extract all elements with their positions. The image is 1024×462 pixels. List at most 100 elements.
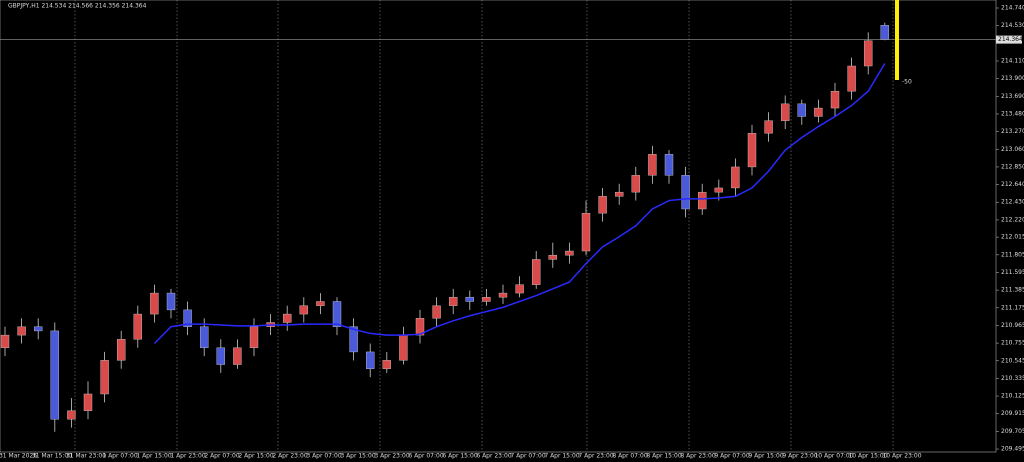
candle-body <box>515 284 524 294</box>
candle-body <box>332 301 342 327</box>
x-tick-label: 1 Apr 23:00 <box>170 453 205 460</box>
candle-body <box>366 351 375 369</box>
y-tick-label: 214.740 <box>1001 4 1024 11</box>
x-tick-label: 31 Mar 2026 <box>0 453 37 460</box>
candle-body <box>133 313 143 340</box>
y-tick-label: 213.270 <box>1001 128 1024 135</box>
y-tick-label: 213.060 <box>1001 146 1024 153</box>
x-tick-label: 10 Apr 07:00 <box>814 453 853 460</box>
candle-body <box>714 187 723 193</box>
candle-body <box>615 191 624 197</box>
candle-body <box>797 103 806 117</box>
candle-body <box>116 339 126 361</box>
y-tick-label: 211.385 <box>1001 287 1024 294</box>
y-tick-label: 213.900 <box>1001 75 1024 82</box>
candle-body <box>216 347 226 365</box>
chart-title: GBPJPY,H1 214.534 214.566 214.356 214.36… <box>8 3 147 10</box>
y-tick-label: 209.495 <box>1001 446 1024 453</box>
x-tick-label: 6 Apr 23:00 <box>476 453 511 460</box>
candle-body <box>415 318 425 336</box>
x-tick-label: 2 Apr 07:00 <box>204 453 239 460</box>
candle-body <box>349 326 358 353</box>
y-tick-label: 210.545 <box>1001 357 1024 364</box>
y-tick-label: 210.125 <box>1001 393 1024 400</box>
candle-body <box>747 133 757 168</box>
candle-body <box>233 347 242 365</box>
candle-body <box>482 297 491 302</box>
y-tick-label: 211.595 <box>1001 269 1024 276</box>
candle-body <box>249 326 259 348</box>
x-tick-label: 6 Apr 15:00 <box>442 453 477 460</box>
current-price-box <box>996 35 1022 44</box>
candle-body <box>598 196 607 214</box>
candle-body <box>664 154 674 176</box>
candle-body <box>34 326 43 332</box>
y-tick-label: 209.915 <box>1001 410 1024 417</box>
x-tick-label: 3 Apr 23:00 <box>374 453 409 460</box>
candle-body <box>814 107 823 117</box>
y-tick-label: 210.755 <box>1001 340 1024 347</box>
x-tick-label: 7 Apr 23:00 <box>578 453 613 460</box>
x-tick-label: 31 Mar 23:00 <box>66 453 106 460</box>
y-tick-label: 214.110 <box>1001 57 1024 64</box>
volume-bar <box>895 0 899 80</box>
candle-body <box>449 297 458 306</box>
current-price-label: 214.364 <box>998 36 1023 43</box>
y-tick-label: 214.530 <box>1001 22 1024 29</box>
x-tick-label: 2 Apr 23:00 <box>272 453 307 460</box>
candle-body <box>67 410 76 420</box>
candle-body <box>548 255 557 260</box>
candle-body <box>316 301 325 306</box>
y-tick-label: 211.805 <box>1001 251 1024 258</box>
annotation: -50 <box>902 79 912 86</box>
x-tick-label: 7 Apr 15:00 <box>544 453 579 460</box>
candle-body <box>631 175 640 193</box>
y-tick-label: 209.705 <box>1001 428 1024 435</box>
candle-body <box>864 40 873 67</box>
x-tick-label: 3 Apr 15:00 <box>340 453 375 460</box>
x-tick-label: 31 Mar 15:00 <box>32 453 72 460</box>
candle-body <box>465 297 474 302</box>
candle-body <box>382 360 391 369</box>
y-tick-label: 212.015 <box>1001 234 1024 241</box>
x-tick-label: 3 Apr 07:00 <box>306 453 341 460</box>
candle-body <box>299 305 308 315</box>
candle-body <box>199 326 209 348</box>
candle-body <box>0 334 10 348</box>
candle-body <box>432 305 441 319</box>
y-tick-label: 210.965 <box>1001 322 1024 329</box>
x-tick-label: 2 Apr 15:00 <box>238 453 273 460</box>
x-tick-label: 9 Apr 15:00 <box>748 453 783 460</box>
candle-body <box>498 292 508 298</box>
candle-body <box>166 292 176 311</box>
candle-body <box>565 250 574 256</box>
candle-body <box>50 330 59 420</box>
y-tick-label: 210.335 <box>1001 375 1024 382</box>
candle-body <box>100 360 109 395</box>
candle-body <box>399 334 408 361</box>
x-tick-label: 8 Apr 23:00 <box>680 453 715 460</box>
candle-body <box>183 309 192 327</box>
x-tick-label: 8 Apr 07:00 <box>612 453 647 460</box>
candle-body <box>283 313 292 323</box>
x-tick-label: 9 Apr 07:00 <box>714 453 749 460</box>
x-tick-label: 1 Apr 15:00 <box>136 453 171 460</box>
candle-body <box>83 393 93 411</box>
candle-body <box>17 326 26 336</box>
candle-body <box>698 191 707 210</box>
candle-body <box>532 259 541 285</box>
candle-body <box>648 154 657 176</box>
y-tick-label: 212.850 <box>1001 163 1024 170</box>
candle-body <box>581 212 591 252</box>
x-tick-label: 7 Apr 07:00 <box>510 453 545 460</box>
candle-body <box>781 103 790 121</box>
y-tick-label: 212.430 <box>1001 199 1024 206</box>
x-tick-label: 9 Apr 23:00 <box>782 453 817 460</box>
y-tick-label: 212.220 <box>1001 216 1024 223</box>
y-tick-label: 213.480 <box>1001 110 1024 117</box>
y-tick-label: 213.690 <box>1001 93 1024 100</box>
candle-body <box>847 65 856 92</box>
candle-body <box>681 175 690 210</box>
